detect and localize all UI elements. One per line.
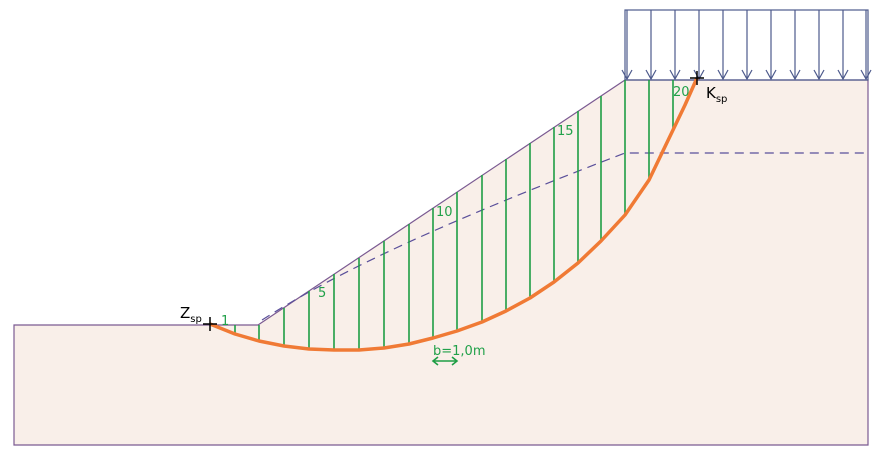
slice-label: 20: [673, 85, 690, 100]
slice-label: 15: [557, 124, 574, 139]
end-marker: [690, 71, 704, 85]
end-point-label: Ksp: [706, 84, 727, 105]
soil-body: [13, 79, 869, 446]
start-marker: [203, 317, 217, 331]
slice-width-arrow: [431, 356, 459, 366]
slice-width-label: b=1,0m: [433, 344, 485, 359]
slice-label: 1: [221, 314, 229, 329]
start-point-label: Zsp: [180, 304, 202, 325]
slices: [234, 80, 674, 350]
slip-surface: [209, 77, 699, 352]
water-table: [261, 152, 868, 321]
surcharge-load: [621, 9, 872, 81]
slice-label: 5: [318, 286, 326, 301]
slice-label: 10: [436, 205, 453, 220]
